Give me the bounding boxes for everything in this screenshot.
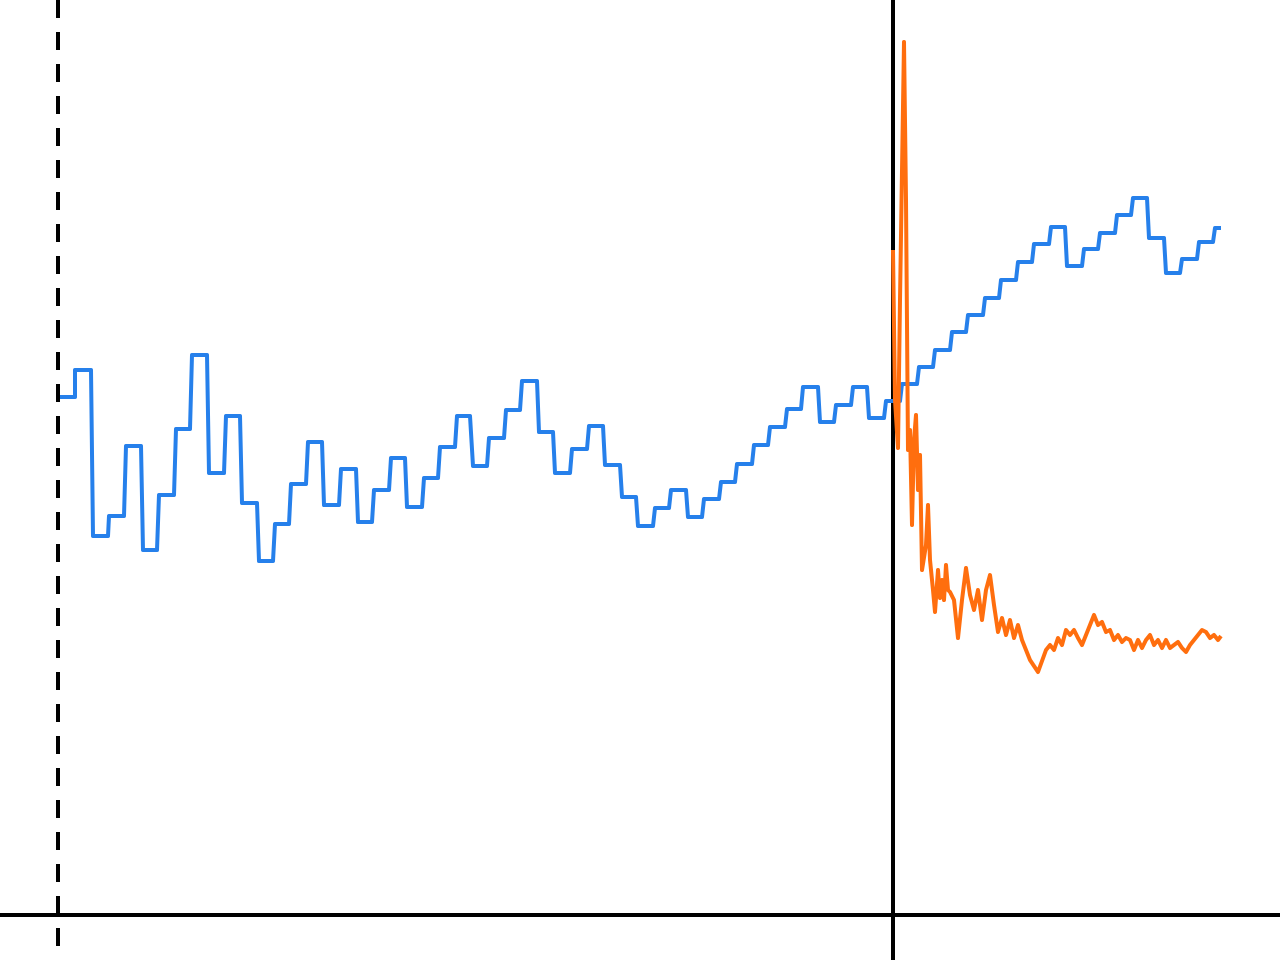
series-line bbox=[60, 196, 1221, 563]
series-line bbox=[891, 40, 1223, 674]
